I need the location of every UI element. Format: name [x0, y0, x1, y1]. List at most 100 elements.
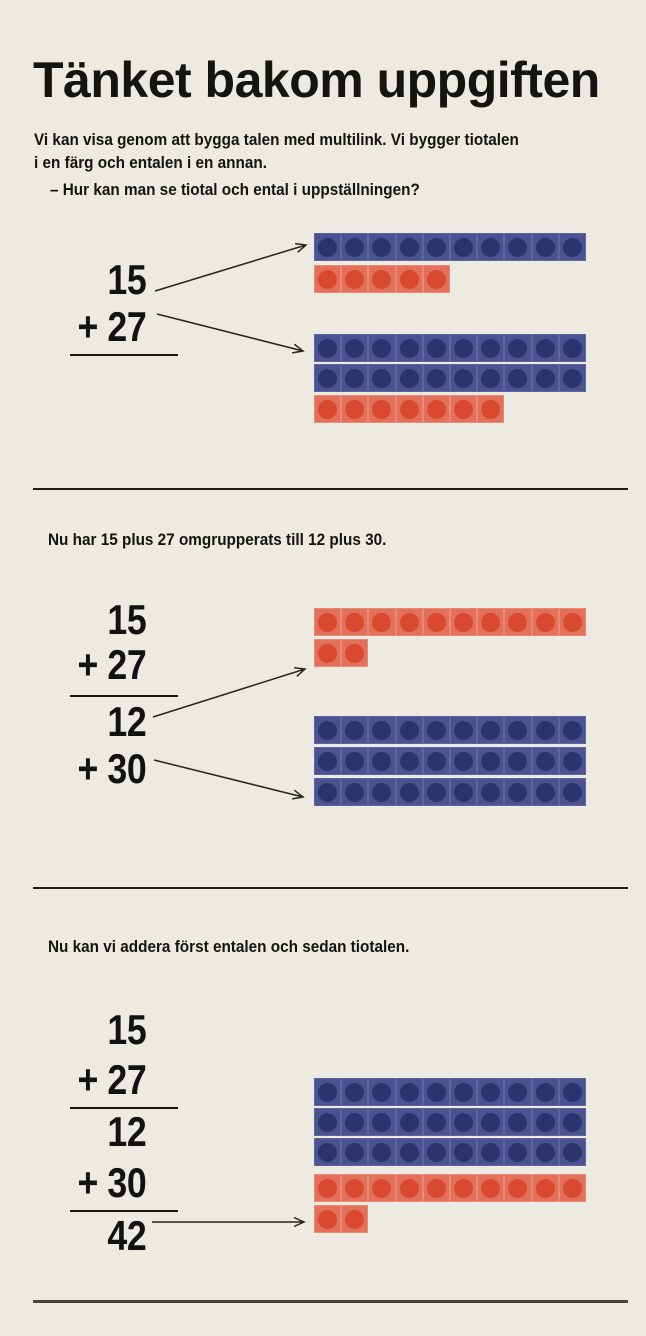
red-multilink-cube	[341, 1174, 369, 1202]
cube-stud	[426, 368, 446, 388]
blue-multilink-cube	[341, 778, 369, 806]
cube-stud	[345, 269, 365, 289]
blue-multilink-cube	[449, 1078, 478, 1106]
blue-multilink-cube	[314, 716, 342, 744]
blue-multilink-cube	[341, 233, 369, 261]
red-multilink-cube	[341, 639, 369, 667]
blue-multilink-cube	[368, 1078, 396, 1106]
blue-multilink-cube	[504, 364, 532, 392]
row-ten-blue	[314, 778, 586, 806]
blue-multilink-cube	[558, 778, 586, 806]
blue-multilink-cube	[422, 233, 450, 261]
blue-multilink-cube	[449, 364, 478, 392]
blue-multilink-cube	[395, 334, 423, 362]
cube-stud	[426, 338, 446, 358]
cube-stud	[372, 237, 392, 257]
row-ten-blue	[314, 334, 586, 362]
blue-multilink-cube	[395, 1138, 423, 1166]
cube-stud	[562, 720, 582, 740]
red-multilink-cube	[341, 608, 369, 636]
cube-stud	[318, 1142, 338, 1162]
connector-arrow	[152, 1216, 306, 1228]
row-ten-blue	[314, 747, 586, 775]
row-two-red	[314, 1205, 369, 1233]
cube-stud	[399, 1082, 419, 1102]
math-operand-plus-27: + 27	[77, 1056, 147, 1103]
cube-stud	[481, 399, 501, 419]
cube-stud	[562, 782, 582, 802]
blue-multilink-cube	[341, 1108, 369, 1136]
section-caption: Nu kan vi addera först entalen och sedan…	[48, 937, 410, 956]
blue-multilink-cube	[395, 364, 423, 392]
cube-stud	[426, 612, 446, 632]
cube-stud	[345, 1209, 365, 1229]
cube-stud	[562, 612, 582, 632]
red-multilink-cube	[314, 1205, 342, 1233]
cube-stud	[535, 612, 555, 632]
math-operand-15: 15	[107, 596, 147, 643]
cube-stud	[454, 1142, 474, 1162]
cube-stud	[508, 612, 528, 632]
red-multilink-cube	[314, 639, 342, 667]
blue-multilink-cube	[477, 233, 505, 261]
sum-line	[70, 1107, 178, 1109]
row-five-red	[314, 265, 450, 293]
blue-multilink-cube	[341, 747, 369, 775]
blue-multilink-cube	[422, 364, 450, 392]
blue-multilink-cube	[477, 1108, 505, 1136]
cube-stud	[318, 269, 338, 289]
blue-multilink-cube	[558, 1138, 586, 1166]
cube-stud	[481, 368, 501, 388]
red-multilink-cube	[314, 265, 342, 293]
cube-stud	[372, 720, 392, 740]
cube-stud	[399, 751, 419, 771]
red-multilink-cube	[531, 1174, 559, 1202]
red-multilink-cube	[368, 608, 396, 636]
connector-arrow	[153, 759, 305, 800]
blue-multilink-cube	[314, 778, 342, 806]
cube-stud	[535, 368, 555, 388]
cube-stud	[481, 338, 501, 358]
cube-stud	[535, 338, 555, 358]
red-multilink-cube	[422, 395, 450, 423]
cube-stud	[345, 368, 365, 388]
cube-stud	[535, 782, 555, 802]
blue-multilink-cube	[531, 716, 559, 744]
red-multilink-cube	[341, 395, 369, 423]
cube-stud	[345, 782, 365, 802]
cube-stud	[454, 399, 474, 419]
row-ten-blue	[314, 364, 586, 392]
intro-question: – Hur kan man se tiotal och ental i upps…	[50, 180, 420, 199]
blue-multilink-cube	[477, 1078, 505, 1106]
blue-multilink-cube	[504, 1078, 532, 1106]
cube-stud	[535, 1142, 555, 1162]
blue-multilink-cube	[504, 716, 532, 744]
cube-stud	[454, 751, 474, 771]
cube-stud	[481, 237, 501, 257]
red-multilink-cube	[395, 395, 423, 423]
row-ten-blue	[314, 1078, 586, 1106]
blue-multilink-cube	[368, 233, 396, 261]
blue-multilink-cube	[341, 364, 369, 392]
blue-multilink-cube	[477, 778, 505, 806]
section-divider	[33, 488, 628, 490]
blue-multilink-cube	[558, 334, 586, 362]
cube-stud	[399, 338, 419, 358]
cube-stud	[399, 368, 419, 388]
cube-stud	[426, 237, 446, 257]
blue-multilink-cube	[422, 1108, 450, 1136]
cube-stud	[481, 1142, 501, 1162]
cube-stud	[372, 399, 392, 419]
cube-stud	[508, 1178, 528, 1198]
blue-multilink-cube	[314, 1138, 342, 1166]
red-multilink-cube	[531, 608, 559, 636]
cube-stud	[318, 1082, 338, 1102]
cube-stud	[535, 1082, 555, 1102]
cube-stud	[372, 1178, 392, 1198]
blue-multilink-cube	[422, 1078, 450, 1106]
math-operand-15: 15	[107, 256, 147, 303]
cube-stud	[426, 1082, 446, 1102]
red-multilink-cube	[449, 608, 478, 636]
blue-multilink-cube	[531, 233, 559, 261]
blue-multilink-cube	[395, 1108, 423, 1136]
